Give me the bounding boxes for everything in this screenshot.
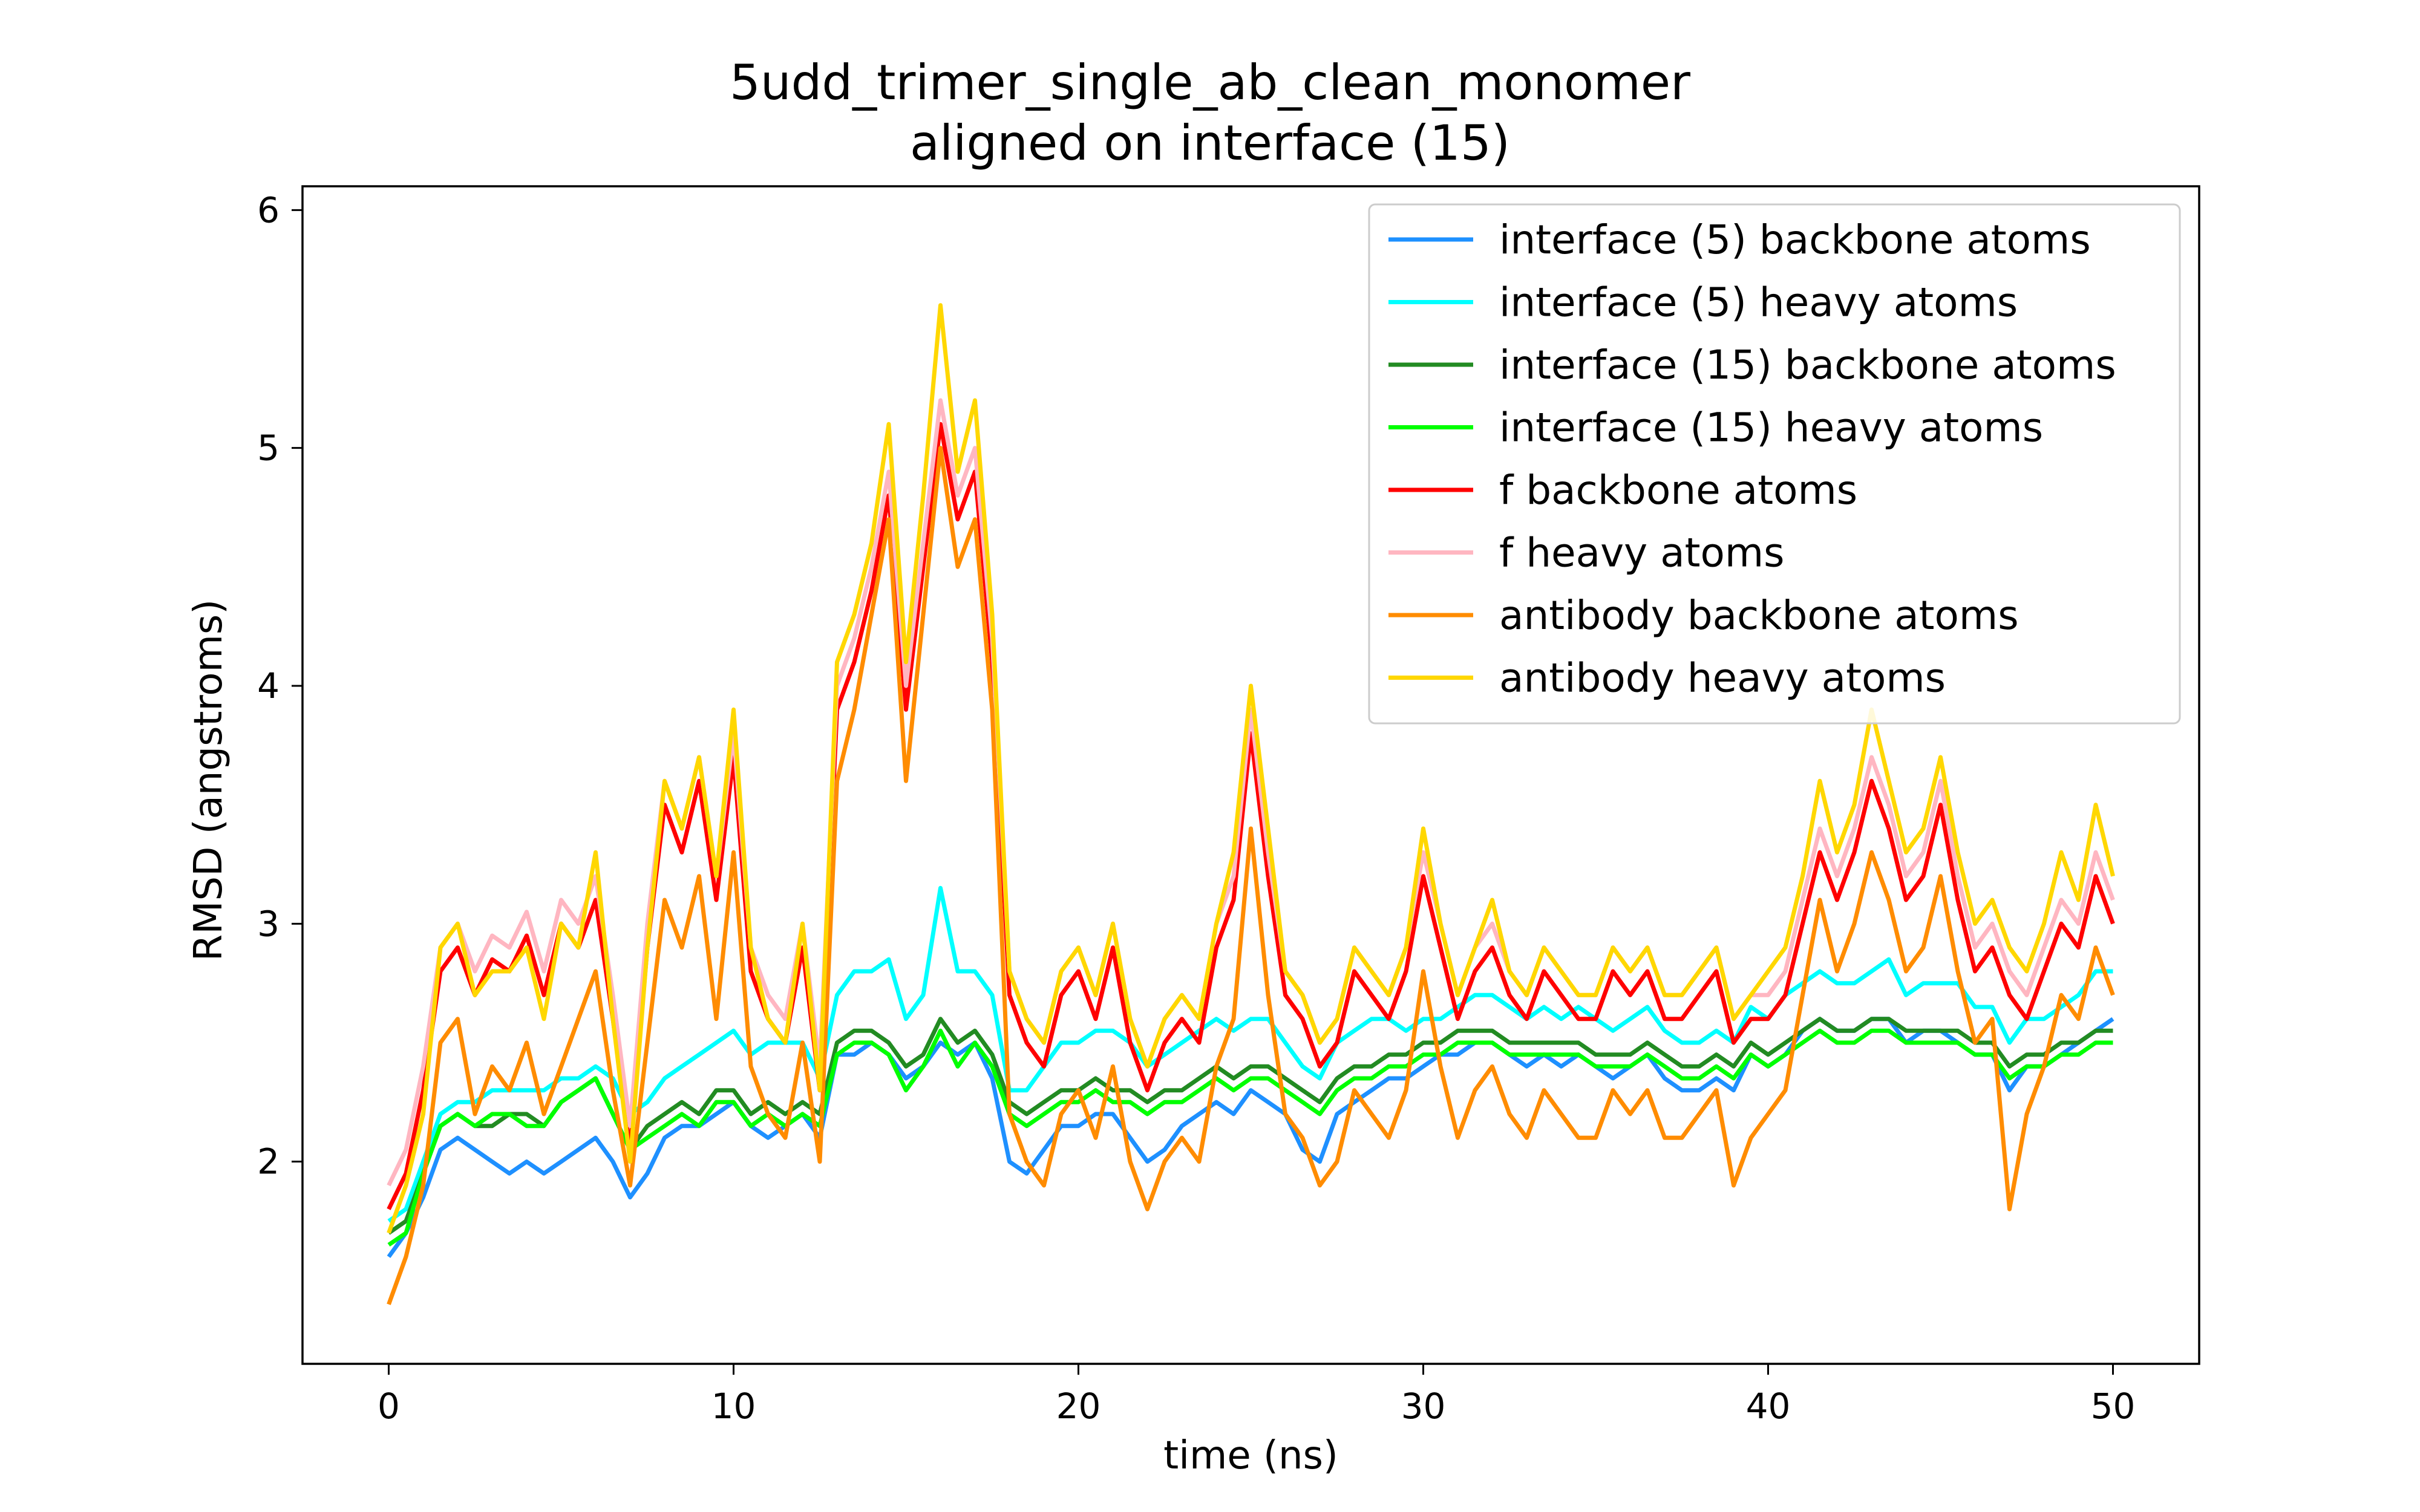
legend-label-5: f backbone atoms (1499, 467, 1857, 513)
x-axis-label: time (ns) (1163, 1433, 1338, 1478)
legend-label-8: antibody heavy atoms (1499, 655, 1946, 702)
y-tick-label: 2 (257, 1141, 280, 1182)
x-tick-label: 40 (1746, 1386, 1791, 1427)
legend-label-7: antibody backbone atoms (1499, 592, 2019, 639)
y-tick-label: 3 (257, 903, 280, 944)
chart-title: 5udd_trimer_single_ab_clean_monomer (729, 54, 1691, 111)
x-tick-label: 30 (1401, 1386, 1446, 1427)
legend: interface (5) backbone atoms interface (5… (1368, 203, 2181, 725)
x-tick-label: 20 (1056, 1386, 1101, 1427)
x-tick-label: 50 (2091, 1386, 2136, 1427)
series-line-4 (387, 1028, 2113, 1247)
legend-label-6: f heavy atoms (1499, 530, 1785, 576)
y-tick-label: 5 (257, 428, 280, 469)
x-tick-label: 10 (711, 1386, 756, 1427)
legend-box (1368, 203, 2181, 725)
series-line-5 (387, 422, 2115, 1210)
series-line-2 (387, 885, 2113, 1223)
y-tick-label: 4 (257, 665, 280, 706)
legend-label-4: interface (15) heavy atoms (1499, 405, 2043, 451)
chart-subtitle: aligned on interface (15) (910, 115, 1510, 171)
legend-label-3: interface (15) backbone atoms (1499, 342, 2116, 388)
legend-label-2: interface (5) heavy atoms (1499, 279, 2018, 326)
y-tick-label: 6 (257, 189, 280, 230)
series-line-8 (387, 303, 2115, 1234)
y-axis-label: RMSD (angstroms) (186, 599, 231, 962)
axes-frame (301, 185, 2200, 1365)
x-tick-label: 0 (378, 1386, 400, 1427)
legend-label-1: interface (5) backbone atoms (1499, 217, 2091, 263)
series-line-3 (387, 1017, 2113, 1235)
series-line-7 (387, 446, 2115, 1305)
